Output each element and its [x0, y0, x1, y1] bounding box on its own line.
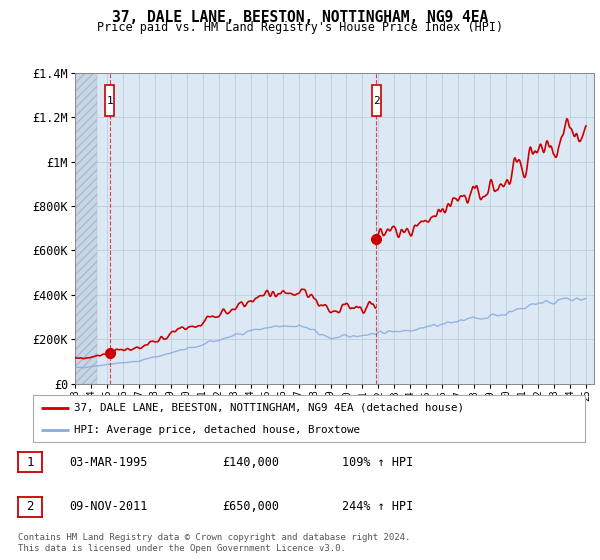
FancyBboxPatch shape: [105, 85, 114, 116]
Text: £650,000: £650,000: [222, 500, 279, 514]
Text: 2: 2: [26, 500, 34, 514]
Text: 244% ↑ HPI: 244% ↑ HPI: [342, 500, 413, 514]
Text: 2: 2: [373, 96, 380, 106]
Text: HPI: Average price, detached house, Broxtowe: HPI: Average price, detached house, Brox…: [74, 424, 361, 435]
Text: 37, DALE LANE, BEESTON, NOTTINGHAM, NG9 4EA: 37, DALE LANE, BEESTON, NOTTINGHAM, NG9 …: [112, 10, 488, 25]
Text: £140,000: £140,000: [222, 455, 279, 469]
Text: Contains HM Land Registry data © Crown copyright and database right 2024.
This d: Contains HM Land Registry data © Crown c…: [18, 533, 410, 553]
Text: 109% ↑ HPI: 109% ↑ HPI: [342, 455, 413, 469]
Text: 03-MAR-1995: 03-MAR-1995: [69, 455, 148, 469]
Text: Price paid vs. HM Land Registry's House Price Index (HPI): Price paid vs. HM Land Registry's House …: [97, 21, 503, 34]
Text: 1: 1: [26, 455, 34, 469]
Text: 09-NOV-2011: 09-NOV-2011: [69, 500, 148, 514]
Text: 37, DALE LANE, BEESTON, NOTTINGHAM, NG9 4EA (detached house): 37, DALE LANE, BEESTON, NOTTINGHAM, NG9 …: [74, 403, 464, 413]
FancyBboxPatch shape: [372, 85, 380, 116]
Text: 1: 1: [106, 96, 113, 106]
